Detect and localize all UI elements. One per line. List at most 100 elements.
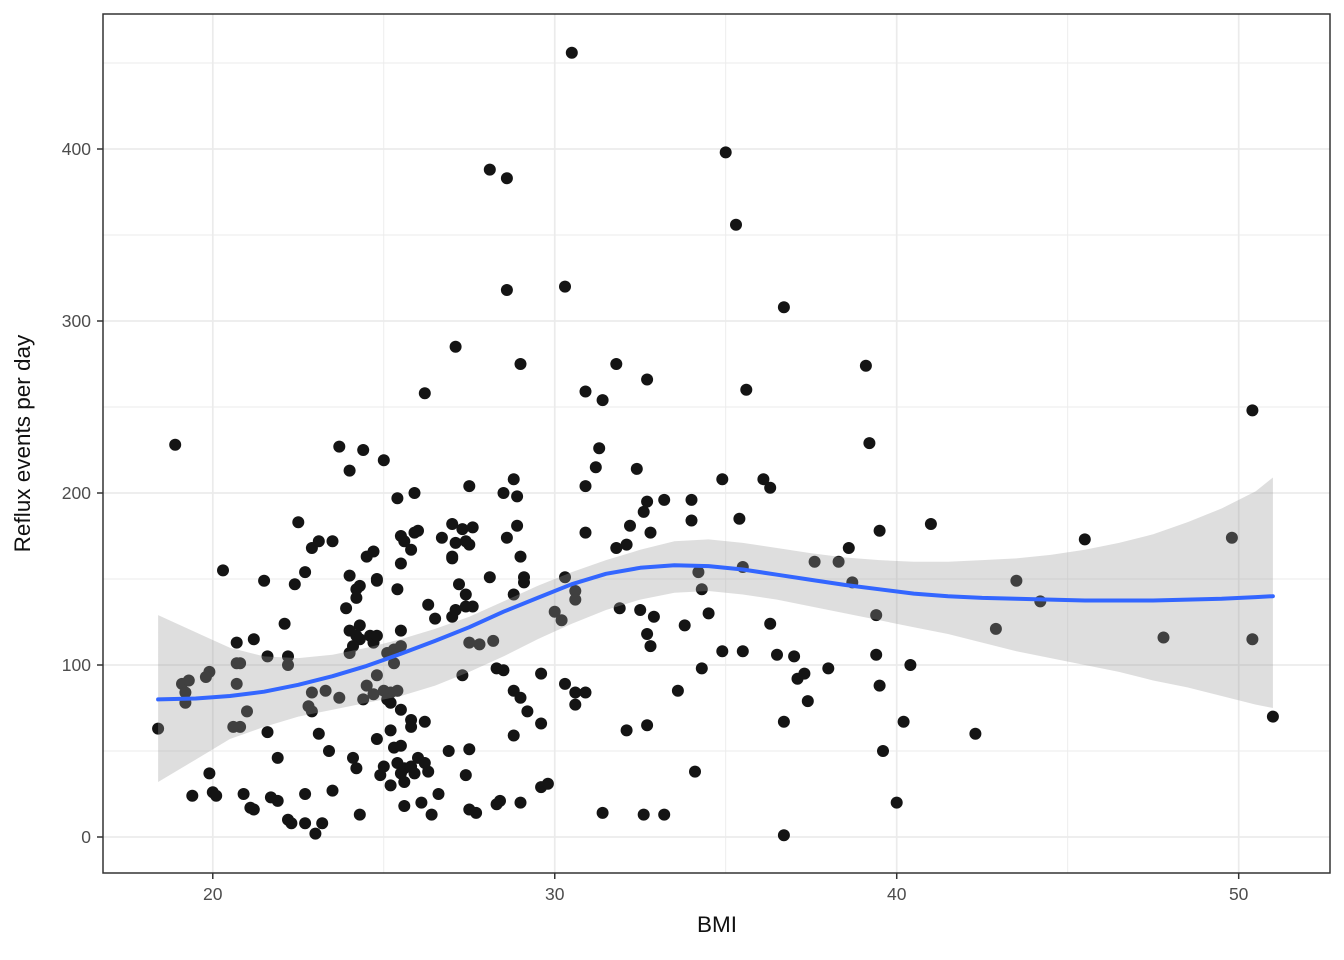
data-point xyxy=(1157,631,1170,644)
data-point xyxy=(716,645,729,658)
data-point xyxy=(227,720,240,733)
data-point xyxy=(186,789,199,802)
data-point xyxy=(374,769,387,782)
data-point xyxy=(634,604,647,616)
data-point xyxy=(463,538,476,551)
data-point xyxy=(247,803,260,816)
data-point xyxy=(370,573,383,585)
data-point xyxy=(764,481,777,494)
data-point xyxy=(870,609,883,622)
data-point xyxy=(199,671,212,683)
data-point xyxy=(408,767,421,780)
data-point xyxy=(357,693,370,706)
y-tick-label: 100 xyxy=(62,655,91,675)
data-point xyxy=(394,624,407,637)
panel-border xyxy=(102,13,1331,874)
data-point xyxy=(678,619,691,632)
data-point xyxy=(449,536,462,549)
data-point xyxy=(237,788,250,800)
data-point xyxy=(459,600,472,613)
data-point xyxy=(370,629,383,642)
data-point xyxy=(610,358,623,370)
data-point xyxy=(1078,533,1091,546)
data-point xyxy=(473,638,486,651)
data-point xyxy=(500,172,513,185)
data-point xyxy=(641,495,654,508)
data-point xyxy=(569,686,582,699)
data-point xyxy=(299,788,312,800)
data-point xyxy=(808,555,821,568)
data-point xyxy=(319,684,332,697)
data-point xyxy=(449,340,462,353)
data-point xyxy=(559,571,571,584)
data-point xyxy=(323,745,335,757)
data-point xyxy=(1010,574,1023,587)
data-point xyxy=(405,543,418,556)
data-point xyxy=(863,437,876,450)
data-point xyxy=(271,751,284,764)
data-point xyxy=(370,733,383,745)
data-point xyxy=(507,729,520,742)
data-point xyxy=(589,461,602,474)
data-point xyxy=(873,524,886,537)
data-point xyxy=(535,717,548,730)
data-point xyxy=(641,373,654,386)
data-point xyxy=(969,727,982,740)
panel-background xyxy=(103,14,1330,873)
data-point xyxy=(391,583,404,596)
data-point xyxy=(1246,404,1259,417)
data-point xyxy=(456,669,469,682)
data-point xyxy=(391,492,404,505)
data-point xyxy=(415,796,428,809)
data-point xyxy=(579,526,592,539)
data-point xyxy=(514,550,527,563)
data-point xyxy=(418,715,431,728)
data-point xyxy=(333,440,346,453)
data-point xyxy=(377,454,390,467)
y-axis-title: Reflux events per day xyxy=(10,334,35,552)
data-point xyxy=(644,526,657,539)
data-point xyxy=(507,473,520,486)
data-point xyxy=(514,796,527,809)
data-point xyxy=(463,636,476,649)
data-point xyxy=(877,745,889,757)
data-point xyxy=(459,588,472,601)
data-point xyxy=(398,800,411,812)
data-point xyxy=(620,538,633,551)
data-point xyxy=(285,817,298,830)
data-point xyxy=(258,574,271,587)
data-point xyxy=(859,359,872,372)
data-point xyxy=(733,512,746,525)
data-point xyxy=(565,46,578,59)
data-point xyxy=(347,751,359,764)
data-point xyxy=(391,684,404,697)
data-point xyxy=(541,777,554,790)
data-point xyxy=(518,576,530,589)
data-point xyxy=(394,703,407,716)
data-point xyxy=(398,535,411,548)
data-point xyxy=(777,715,790,728)
data-point xyxy=(299,566,312,579)
data-point xyxy=(842,542,855,554)
data-point xyxy=(897,715,910,728)
data-point xyxy=(288,578,301,591)
data-point xyxy=(801,695,814,708)
data-point xyxy=(764,617,777,630)
data-point xyxy=(507,588,520,601)
data-point xyxy=(312,535,325,548)
data-point xyxy=(579,480,592,493)
data-point xyxy=(870,648,883,661)
data-point xyxy=(343,464,356,477)
y-tick-label: 400 xyxy=(62,139,91,159)
data-point xyxy=(234,657,247,670)
data-point xyxy=(241,705,253,718)
data-point xyxy=(446,552,459,565)
data-point xyxy=(333,691,346,704)
data-point xyxy=(442,745,455,757)
data-point xyxy=(432,788,445,800)
data-point xyxy=(658,808,671,821)
data-point xyxy=(483,571,496,584)
data-point xyxy=(247,633,260,646)
data-point xyxy=(740,383,753,396)
data-point xyxy=(695,583,708,596)
